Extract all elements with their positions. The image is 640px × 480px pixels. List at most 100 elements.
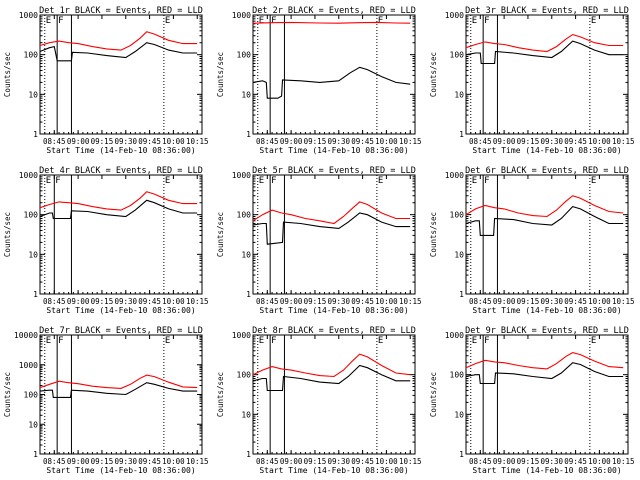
series-line-lld — [465, 352, 624, 370]
series-line-lld — [252, 21, 411, 24]
x-tick-label: 09:00 — [280, 297, 303, 306]
x-tick-label: 09:15 — [304, 457, 327, 466]
x-tick-label: 09:30 — [540, 137, 563, 146]
x-axis-label: Start Time (14-Feb-10 08:36:00) — [472, 466, 621, 475]
series-line-lld — [252, 201, 411, 225]
chart-title: Det 7r BLACK = Events, RED = LLD — [39, 326, 203, 336]
x-tick-label: 08:45 — [256, 297, 279, 306]
x-tick-label: 09:30 — [114, 297, 137, 306]
series-line-events — [465, 40, 624, 65]
x-tick-label: 09:00 — [280, 457, 303, 466]
y-tick-label: 100 — [24, 51, 39, 60]
x-tick-label: 10:15 — [399, 137, 422, 146]
x-tick-label: 09:30 — [114, 457, 137, 466]
event-marker-label: F — [58, 336, 63, 346]
plot-frame — [252, 334, 416, 455]
series-line-lld — [39, 374, 198, 389]
x-axis-label: Start Time (14-Feb-10 08:36:00) — [46, 306, 195, 315]
plot-frame — [39, 174, 203, 295]
x-tick-label: 09:15 — [91, 297, 114, 306]
x-axis-label: Start Time (14-Feb-10 08:36:00) — [259, 306, 408, 315]
x-tick-label: 09:45 — [138, 297, 161, 306]
x-tick-label: 09:30 — [114, 137, 137, 146]
series-line-events — [39, 199, 198, 220]
chart-title: Det 8r BLACK = Events, RED = LLD — [252, 326, 416, 336]
y-axis-label: Counts/sec — [429, 52, 438, 97]
y-axis-label: Counts/sec — [216, 52, 225, 97]
x-tick-label: 10:15 — [399, 457, 422, 466]
chart-title: Det 9r BLACK = Events, RED = LLD — [465, 326, 629, 336]
event-marker-label: F — [484, 16, 489, 26]
chart-panel-7: 1 10 100 1000 10000 08:45 09:00 09:15 09:30 09:45… — [3, 326, 209, 475]
x-tick-label: 10:00 — [162, 137, 185, 146]
series-line-events — [465, 205, 624, 236]
y-tick-label: 10 — [454, 250, 464, 259]
y-tick-label: 100 — [24, 391, 39, 400]
y-tick-label: 100 — [450, 211, 465, 220]
x-tick-label: 09:30 — [327, 457, 350, 466]
x-axis-label: Start Time (14-Feb-10 08:36:00) — [259, 146, 408, 155]
series-line-events — [252, 212, 411, 245]
series-line-events — [252, 364, 411, 392]
event-marker-label: E — [46, 336, 51, 346]
y-tick-label: 10 — [241, 410, 251, 419]
x-tick-label: 09:15 — [517, 137, 540, 146]
x-tick-label: 10:00 — [588, 457, 611, 466]
event-marker-label: E — [46, 16, 51, 26]
chart-panel-1: 1 10 100 1000 08:45 09:00 09:15 09:30 09:45 10:00… — [3, 6, 209, 155]
plot-frame — [39, 14, 203, 135]
x-tick-label: 09:15 — [304, 297, 327, 306]
y-tick-label: 10 — [241, 250, 251, 259]
x-tick-label: 08:45 — [256, 457, 279, 466]
y-axis-label: Counts/sec — [3, 212, 12, 257]
event-marker-label: F — [484, 336, 489, 346]
event-marker-label: E — [472, 16, 477, 26]
chart-title: Det 4r BLACK = Events, RED = LLD — [39, 166, 203, 176]
plot-frame — [252, 14, 416, 135]
x-tick-label: 09:45 — [138, 457, 161, 466]
event-marker-label: E — [591, 16, 596, 26]
x-axis-label: Start Time (14-Feb-10 08:36:00) — [259, 466, 408, 475]
y-tick-label: 1000 — [232, 331, 251, 340]
y-tick-label: 10 — [454, 90, 464, 99]
y-tick-label: 1 — [246, 450, 251, 459]
x-tick-label: 10:00 — [375, 137, 398, 146]
x-tick-label: 10:15 — [186, 457, 209, 466]
x-tick-label: 08:45 — [469, 457, 492, 466]
x-tick-label: 08:45 — [256, 137, 279, 146]
series-line-events — [39, 42, 198, 62]
x-tick-label: 09:30 — [540, 457, 563, 466]
event-marker-label: E — [46, 176, 51, 186]
y-tick-label: 1000 — [19, 11, 38, 20]
x-tick-label: 10:00 — [162, 457, 185, 466]
x-tick-label: 09:45 — [564, 137, 587, 146]
x-tick-label: 10:00 — [588, 297, 611, 306]
chart-panel-9: 1 10 100 1000 08:45 09:00 09:15 09:30 09:45 10:00… — [429, 326, 635, 475]
x-tick-label: 09:45 — [564, 457, 587, 466]
x-tick-label: 08:45 — [43, 297, 66, 306]
x-tick-label: 10:00 — [162, 297, 185, 306]
y-tick-label: 10 — [241, 90, 251, 99]
plot-frame — [252, 174, 416, 295]
y-tick-label: 10 — [28, 90, 38, 99]
event-marker-label: F — [271, 176, 276, 186]
x-tick-label: 08:45 — [43, 457, 66, 466]
y-axis-label: Counts/sec — [429, 372, 438, 417]
x-tick-label: 09:15 — [517, 297, 540, 306]
event-marker-label: E — [165, 176, 170, 186]
y-axis-label: Counts/sec — [216, 372, 225, 417]
x-tick-label: 09:30 — [540, 297, 563, 306]
chart-panel-3: 1 10 100 1000 08:45 09:00 09:15 09:30 09:45 10:00… — [429, 6, 635, 155]
x-tick-label: 10:15 — [399, 297, 422, 306]
y-tick-label: 1000 — [19, 171, 38, 180]
x-tick-label: 10:15 — [186, 137, 209, 146]
series-line-events — [465, 362, 624, 385]
x-tick-label: 10:15 — [612, 137, 635, 146]
plot-frame — [465, 14, 629, 135]
y-tick-label: 1 — [246, 130, 251, 139]
x-tick-label: 10:15 — [612, 457, 635, 466]
x-tick-label: 09:45 — [138, 137, 161, 146]
series-line-lld — [465, 34, 624, 53]
chart-panel-6: 1 10 100 1000 08:45 09:00 09:15 09:30 09:45 10:00… — [429, 166, 635, 315]
